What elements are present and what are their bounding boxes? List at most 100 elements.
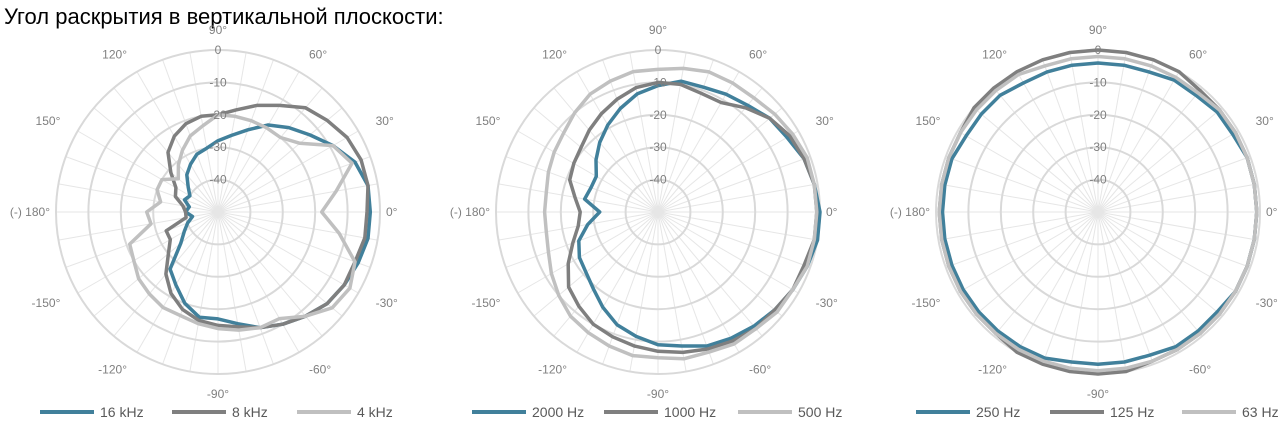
radial-tick-label: 0	[215, 43, 222, 57]
grid-spoke	[945, 156, 1099, 213]
grid-spoke	[1097, 211, 1154, 365]
legend-label: 250 Hz	[976, 404, 1020, 420]
grid-spoke	[1097, 211, 1203, 337]
grid-spoke	[1097, 183, 1258, 213]
grid-spoke	[217, 183, 378, 213]
angle-tick-label: (-) 180°	[450, 205, 490, 219]
angle-tick-label: 90°	[1089, 23, 1107, 37]
angle-tick-label: 0°	[386, 205, 398, 219]
grid-spoke	[505, 211, 659, 268]
radial-tick-label: -40	[209, 173, 227, 187]
grid-spoke	[657, 211, 799, 294]
grid-spoke	[957, 211, 1099, 294]
grid-spoke	[1097, 52, 1127, 213]
grid-spoke	[1016, 211, 1099, 353]
radial-tick-label: -10	[1089, 75, 1107, 89]
grid-spoke	[657, 130, 799, 213]
grid-ring	[624, 178, 692, 246]
grid-spoke	[58, 183, 219, 213]
angle-tick-label: 120°	[102, 47, 127, 61]
grid-spoke	[113, 87, 219, 213]
grid-spoke	[657, 59, 714, 213]
grid-spoke	[1097, 156, 1251, 213]
radial-tick-label: -30	[649, 140, 667, 154]
radial-tick-label: -10	[209, 75, 227, 89]
angle-tick-label: -90°	[647, 387, 669, 401]
grid-spoke	[1042, 211, 1099, 365]
radial-tick-label: -40	[1089, 173, 1107, 187]
grid-spoke	[1097, 87, 1203, 213]
grid-spoke	[957, 130, 1099, 213]
grid-spoke	[993, 211, 1099, 337]
grid-spoke	[602, 59, 659, 213]
polar-chart-3: 0 -10 -20 -30 -40 90° 60° 30° 0° -30° -60° -90° -120…	[890, 23, 1279, 420]
angle-tick-label: 30°	[376, 114, 394, 128]
grid-ring	[55, 49, 381, 375]
angle-tick-label: (-) 180°	[890, 205, 930, 219]
grid-spoke	[938, 183, 1099, 213]
grid-spoke	[973, 211, 1099, 317]
angle-tick-label: 60°	[1189, 47, 1207, 61]
grid-spoke	[77, 130, 219, 213]
radial-tick-label: 0	[1095, 43, 1102, 57]
series-line-250-hz	[940, 61, 1259, 367]
grid-ring	[559, 113, 757, 311]
grid-spoke	[217, 211, 343, 317]
angle-tick-label: 0°	[1266, 205, 1278, 219]
grid-spoke	[973, 107, 1099, 213]
grid-spoke	[533, 211, 659, 317]
series-line-8-khz	[164, 103, 370, 330]
angle-tick-label: -150°	[472, 296, 501, 310]
grid-spoke	[217, 211, 247, 372]
radial-tick-label: -20	[649, 108, 667, 122]
grid-spoke	[657, 211, 740, 353]
series-line-63-hz	[937, 54, 1259, 373]
angle-tick-label: 150°	[36, 114, 61, 128]
grid-spoke	[77, 211, 219, 294]
grid-ring	[999, 113, 1197, 311]
radial-tick-label: -30	[209, 140, 227, 154]
grid-spoke	[576, 211, 659, 353]
series-line-2000-hz	[577, 79, 822, 348]
grid-spoke	[93, 211, 219, 317]
grid-spoke	[189, 211, 219, 372]
angle-tick-label: -90°	[1087, 387, 1109, 401]
grid-ring	[87, 81, 349, 343]
angle-tick-label: -30°	[376, 296, 398, 310]
series-line-4-khz	[127, 113, 357, 332]
angle-tick-label: -90°	[207, 387, 229, 401]
radial-tick-label: -10	[649, 75, 667, 89]
grid-spoke	[657, 211, 714, 365]
grid-spoke	[629, 52, 659, 213]
angle-tick-label: 0°	[826, 205, 838, 219]
grid-spoke	[217, 130, 359, 213]
angle-tick-label: 90°	[209, 23, 227, 37]
grid-spoke	[217, 211, 371, 268]
grid-spoke	[217, 211, 378, 241]
angle-tick-label: -60°	[309, 363, 331, 377]
grid-spoke	[162, 211, 219, 365]
legend-label: 4 kHz	[357, 404, 393, 420]
radial-tick-label: 0	[655, 43, 662, 57]
angle-tick-label: -60°	[1189, 363, 1211, 377]
grid-spoke	[1042, 59, 1099, 213]
grid-spoke	[1069, 211, 1099, 372]
grid-spoke	[1016, 71, 1099, 213]
radial-tick-label: -30	[1089, 140, 1107, 154]
grid-spoke	[938, 211, 1099, 241]
angle-tick-label: 90°	[649, 23, 667, 37]
angle-tick-label: -120°	[978, 363, 1007, 377]
grid-spoke	[517, 130, 659, 213]
grid-spoke	[136, 71, 219, 213]
radial-tick-label: -20	[1089, 108, 1107, 122]
grid-spoke	[93, 107, 219, 213]
grid-spoke	[1097, 211, 1239, 294]
grid-spoke	[1097, 211, 1258, 241]
grid-spoke	[1097, 107, 1223, 213]
polar-chart-1: 0 -10 -20 -30 -40 90° 60° 30° 0° -30° -60° -90° -120…	[10, 23, 398, 420]
grid-spoke	[65, 156, 219, 213]
grid-spoke	[505, 156, 659, 213]
angle-tick-label: 120°	[982, 47, 1007, 61]
grid-spoke	[1097, 71, 1180, 213]
grid-spoke	[993, 87, 1099, 213]
